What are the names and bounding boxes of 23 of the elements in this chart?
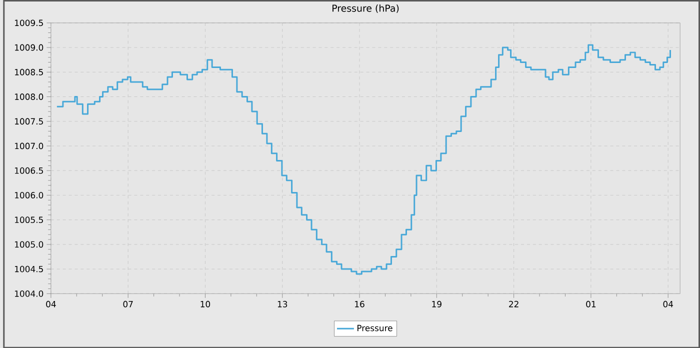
y-tick-label: 1009.5 xyxy=(15,19,43,26)
x-tick-label: 13 xyxy=(278,300,288,308)
x-tick-label: 07 xyxy=(123,300,133,308)
y-tick-label: 1007.0 xyxy=(15,142,44,149)
y-tick-label: 1006.0 xyxy=(15,192,44,198)
legend-label: Pressure xyxy=(357,324,392,332)
x-tick-label: 10 xyxy=(200,300,210,308)
y-tick-label: 1004.0 xyxy=(15,290,44,297)
y-tick-label: 1004.5 xyxy=(15,266,43,272)
y-tick-label: 1005.0 xyxy=(15,241,44,248)
y-tick-label: 1005.5 xyxy=(15,216,43,223)
y-tick-label: 1007.5 xyxy=(15,118,43,124)
y-tick-label: 1009.0 xyxy=(15,44,44,51)
chart-title: Pressure (hPa) xyxy=(332,4,399,13)
y-tick-label: 1008.5 xyxy=(15,68,43,76)
x-tick-label: 19 xyxy=(432,300,442,308)
x-tick-label: 04 xyxy=(663,300,674,308)
x-tick-label: 16 xyxy=(355,300,364,308)
x-tick-label: 04 xyxy=(46,300,56,308)
y-tick-label: 1006.5 xyxy=(15,167,43,174)
x-tick-label: 01 xyxy=(586,300,596,308)
y-tick-label: 1008.0 xyxy=(15,93,44,100)
x-tick-label: 22 xyxy=(509,300,518,307)
